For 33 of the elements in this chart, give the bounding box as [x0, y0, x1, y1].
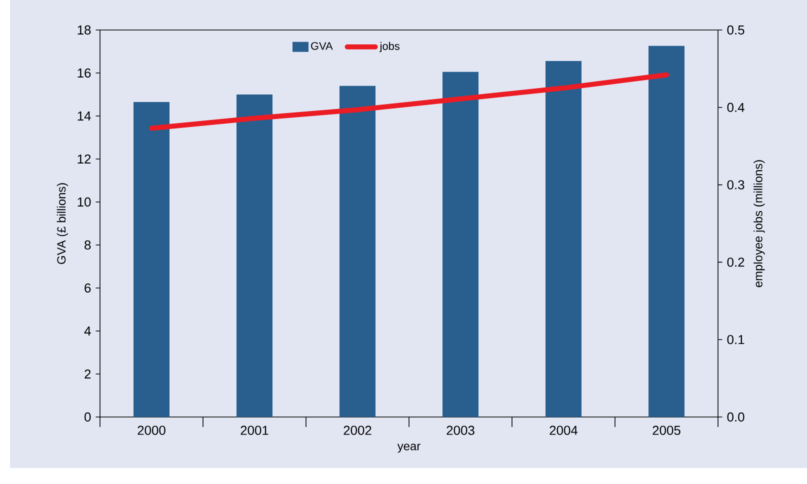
- y-tick-label: 0: [84, 412, 91, 422]
- bar: [546, 60, 582, 417]
- y2-axis-title: employee jobs (millions): [754, 160, 765, 288]
- y-tick-label: 18: [78, 25, 91, 35]
- x-tick-label: 2005: [652, 426, 680, 435]
- y-tick-label: 12: [78, 154, 91, 164]
- y2-tick-label: 0.4: [727, 102, 744, 112]
- y-tick-label: 8: [84, 240, 91, 250]
- legend-label: GVA: [311, 42, 333, 50]
- y-tick-label: 14: [78, 112, 91, 120]
- y2-tick-label: 0.3: [727, 180, 744, 190]
- x-tick-label: 2001: [240, 426, 268, 435]
- bar: [134, 102, 170, 417]
- y2-tick-label: 0.5: [727, 25, 744, 35]
- y2-tick-label: 0.0: [727, 412, 744, 422]
- y-tick-label: 16: [78, 68, 91, 78]
- y-axis-title: GVA (£ billions): [56, 183, 68, 264]
- y-tick-label: 2: [84, 369, 91, 379]
- y2-tick-label: 0.1: [727, 335, 744, 344]
- x-tick-label: 2004: [550, 426, 578, 435]
- y2-tick-label: 0.2: [727, 258, 744, 267]
- bar: [442, 72, 479, 417]
- x-tick-label: 2003: [446, 426, 474, 435]
- x-axis-title: year: [397, 444, 420, 453]
- bar: [340, 86, 376, 417]
- x-tick-label: 2002: [344, 426, 372, 435]
- bar: [236, 94, 273, 417]
- bar: [648, 46, 685, 417]
- y-tick-label: 6: [84, 283, 91, 293]
- y-tick-label: 10: [78, 197, 91, 207]
- y-tick-label: 4: [84, 326, 91, 336]
- x-tick-label: 2000: [138, 426, 166, 435]
- legend-label: jobs: [380, 42, 400, 52]
